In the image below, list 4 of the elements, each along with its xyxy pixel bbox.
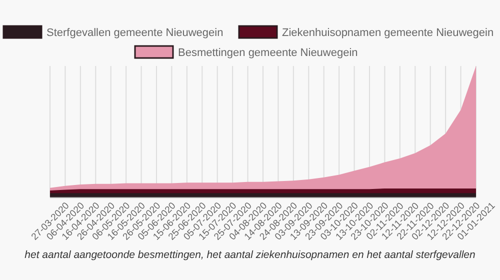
legend-label: Sterfgevallen gemeente Nieuwegein [46, 27, 224, 39]
text: het aantal aangetoonde besmettingen, het aantal ziekenhuisopnamen en het aantal sterfgevallen [24, 249, 476, 261]
legend-label: Ziekenhuisopnamen gemeente Nieuwegein [282, 27, 494, 39]
legend-label: Besmettingen gemeente Nieuwegein [178, 47, 358, 59]
